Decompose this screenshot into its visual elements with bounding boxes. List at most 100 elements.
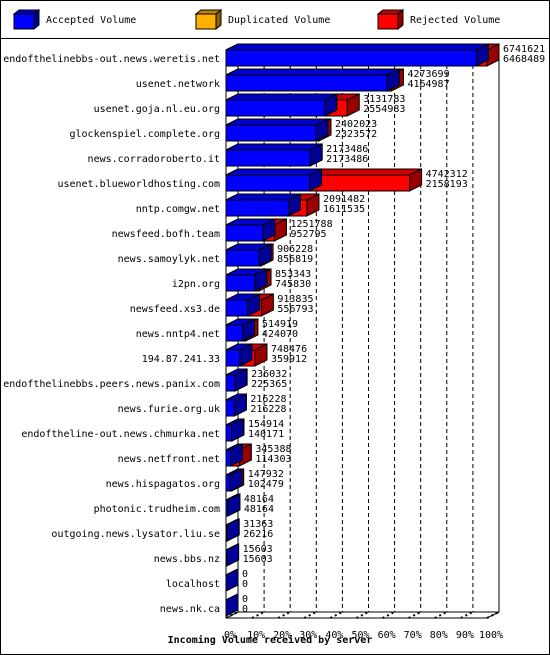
value-label: 31363 <box>243 519 273 530</box>
bar-top <box>225 43 489 51</box>
value-label: 2091482 <box>323 194 365 205</box>
value-label: 1611535 <box>323 204 365 215</box>
bar-top <box>225 68 400 76</box>
x-tick-label: 100% <box>479 630 503 641</box>
x-tick-label: 10% <box>247 630 265 641</box>
bar <box>225 93 338 117</box>
bar-face <box>225 449 231 467</box>
value-label: 48164 <box>244 494 274 505</box>
value-label: 0 <box>242 604 248 615</box>
legend-item: Accepted Volume <box>12 8 136 31</box>
y-tick-label: endoftheline-out.news.chmurka.net <box>21 429 220 440</box>
y-tick-label: news.nntp4.net <box>136 329 220 340</box>
x-tick <box>251 611 265 619</box>
legend-swatch <box>377 13 399 30</box>
bar-face <box>225 374 236 392</box>
y-tick-label: glockenspiel.complete.org <box>69 129 220 140</box>
value-label: 114303 <box>255 454 291 465</box>
x-tick <box>356 611 369 619</box>
value-label: 748476 <box>271 344 307 355</box>
value-label: 2554983 <box>363 104 405 115</box>
x-tick <box>486 611 500 619</box>
bar <box>225 493 241 517</box>
y-tick-label: newsfeed.xs3.de <box>130 304 220 315</box>
bar-face <box>225 124 317 142</box>
bar <box>225 193 301 217</box>
bar <box>225 68 400 92</box>
x-tick-label: 90% <box>456 630 474 641</box>
y-tick-label: i2pn.org <box>172 279 220 290</box>
y-tick-label: news.samoylyk.net <box>118 254 220 265</box>
value-label: 4742312 <box>426 169 468 180</box>
x-tick-label: 40% <box>325 630 343 641</box>
legend-swatch-side <box>397 8 404 31</box>
bar-top <box>225 93 338 101</box>
value-label: 853343 <box>275 269 311 280</box>
value-label: 6741621 <box>503 44 545 55</box>
bar-side <box>225 568 239 592</box>
bar <box>225 443 243 467</box>
bar <box>225 218 276 242</box>
value-label: 514919 <box>262 319 298 330</box>
value-label: 913835 <box>277 294 313 305</box>
value-label: 15603 <box>243 544 273 555</box>
x-tick <box>329 611 343 619</box>
value-label: 140171 <box>248 429 284 440</box>
x-tick <box>408 611 422 619</box>
bar <box>225 293 261 317</box>
y-tick-label: news.nk.ca <box>160 604 220 615</box>
bar <box>225 118 329 142</box>
legend-swatch <box>195 13 217 30</box>
bar-face <box>225 49 477 67</box>
y-tick-label: localhost <box>166 579 220 590</box>
x-tick-label: 70% <box>404 630 422 641</box>
value-label: 745830 <box>275 279 311 290</box>
bar <box>225 518 240 542</box>
y-tick-label: photonic.trudheim.com <box>94 504 220 515</box>
value-label: 48164 <box>244 504 274 515</box>
y-tick-label: usenet.goja.nl.eu.org <box>94 104 220 115</box>
bar-face <box>225 74 388 92</box>
y-tick-label: usenet.blueworldhosting.com <box>57 179 220 190</box>
bar <box>225 368 248 392</box>
x-axis-title: Incoming Volume received by server <box>168 634 373 646</box>
legend-label: Rejected Volume <box>410 15 500 26</box>
bar-face <box>225 199 289 217</box>
y-tick-label: endofthelinebbs.peers.news.panix.com <box>3 379 220 390</box>
bar <box>225 168 323 192</box>
bar-top <box>225 118 329 126</box>
x-tick <box>434 611 448 619</box>
bar-side <box>225 593 239 617</box>
bar <box>225 543 240 567</box>
y-tick-label: news.corradoroberto.it <box>88 154 220 165</box>
y-tick-label: news.hispagatos.org <box>106 479 220 490</box>
value-label: 2173486 <box>326 144 368 155</box>
x-tick <box>382 611 396 619</box>
value-label: 6468489 <box>503 54 545 65</box>
x-tick <box>225 611 239 619</box>
value-label: 236032 <box>251 369 287 380</box>
bar-face <box>225 399 235 417</box>
value-label: 359912 <box>271 354 307 365</box>
y-tick-label: 194.87.241.33 <box>142 354 220 365</box>
x-tick-label: 30% <box>299 630 317 641</box>
bar-face <box>225 324 243 342</box>
bar <box>225 568 239 592</box>
bar <box>225 43 489 67</box>
value-label: 4164987 <box>407 79 449 90</box>
legend-label: Accepted Volume <box>46 15 136 26</box>
value-label: 952795 <box>290 229 326 240</box>
value-label: 345388 <box>255 444 291 455</box>
bar-face <box>225 174 311 192</box>
x-tick-label: 50% <box>351 630 369 641</box>
bar-top <box>225 143 323 151</box>
value-label: 2323572 <box>335 129 377 140</box>
value-label: 3131783 <box>363 94 405 105</box>
y-tick-label: nntp.comgw.net <box>136 204 220 215</box>
bar-face <box>225 424 232 442</box>
y-tick-label: news.netfront.net <box>118 454 220 465</box>
value-label: 0 <box>242 594 248 605</box>
value-label: 856819 <box>277 254 313 265</box>
legend-swatch <box>13 13 35 30</box>
